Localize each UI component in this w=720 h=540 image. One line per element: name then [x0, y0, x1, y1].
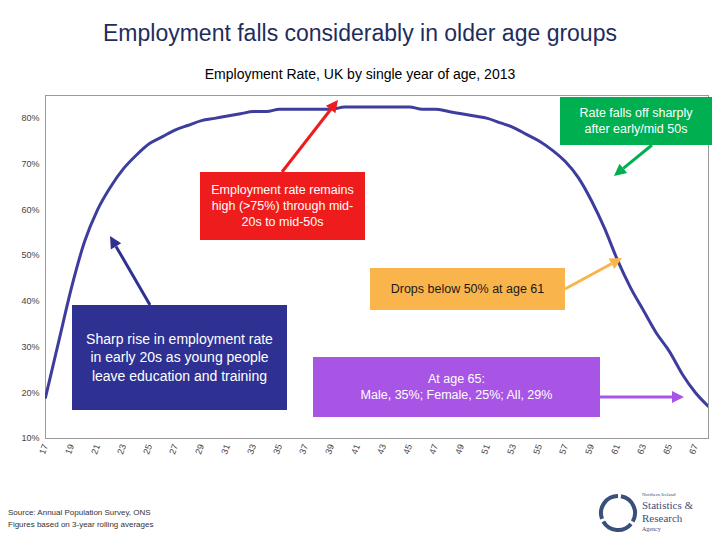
svg-text:10%: 10%	[21, 433, 39, 443]
svg-text:59: 59	[583, 443, 596, 456]
svg-text:17: 17	[37, 443, 50, 456]
svg-text:47: 47	[427, 443, 440, 456]
svg-text:23: 23	[115, 443, 128, 456]
svg-text:61: 61	[609, 443, 622, 456]
html-text:Rate falls off sharply after e: Rate falls off sharply after early/mid 5…	[579, 105, 693, 136]
svg-text:53: 53	[505, 443, 518, 456]
svg-text:33: 33	[245, 443, 258, 456]
svg-text:21: 21	[89, 443, 102, 456]
html-text:Employment Rate, UK by single: Employment Rate, UK by single year of ag…	[204, 66, 516, 82]
svg-text:57: 57	[557, 443, 570, 456]
svg-text:80%: 80%	[21, 113, 39, 123]
svg-text:39: 39	[323, 443, 336, 456]
html-text:Sharp rise in employment rate: Sharp rise in employment rate in early 2…	[86, 331, 273, 384]
svg-text:60%: 60%	[21, 205, 39, 215]
svg-text:37: 37	[297, 443, 310, 456]
svg-text:43: 43	[375, 443, 388, 456]
svg-text:Statistics &: Statistics &	[642, 499, 693, 511]
html-text:Drops below 50% at age 61: Drops below 50% at age 61	[390, 281, 545, 296]
svg-text:31: 31	[219, 443, 232, 456]
html-text:Employment falls considerably: Employment falls considerably in older a…	[103, 20, 617, 46]
svg-text:Research: Research	[642, 512, 683, 524]
svg-text:67: 67	[687, 443, 700, 456]
svg-text:50%: 50%	[21, 250, 39, 260]
html-text:Source: Annual Population Surv: Source: Annual Population Survey, ONS	[8, 508, 151, 517]
svg-text:70%: 70%	[21, 159, 39, 169]
svg-text:Agency: Agency	[642, 526, 661, 532]
svg-text:35: 35	[271, 443, 284, 456]
html-text:Figures based on 3-year rollin: Figures based on 3-year rolling averages	[8, 519, 154, 529]
svg-text:63: 63	[635, 443, 648, 456]
svg-text:Northern Ireland: Northern Ireland	[642, 492, 676, 497]
svg-text:40%: 40%	[21, 296, 39, 306]
html-text:At age 65: Male, 35%; Female,: At age 65: Male, 35%; Female, 25%; All, …	[360, 371, 553, 402]
svg-text:20%: 20%	[21, 388, 39, 398]
svg-text:19: 19	[63, 443, 76, 456]
svg-text:29: 29	[193, 443, 206, 456]
svg-text:30%: 30%	[21, 342, 39, 352]
svg-text:49: 49	[453, 443, 466, 456]
svg-text:65: 65	[661, 443, 674, 456]
svg-text:41: 41	[349, 443, 362, 456]
svg-text:51: 51	[479, 443, 492, 456]
svg-text:45: 45	[401, 443, 414, 456]
svg-text:27: 27	[167, 443, 180, 456]
svg-text:25: 25	[141, 443, 154, 456]
html-text:Employment rate remains high (: Employment rate remains high (>75%) thro…	[211, 182, 354, 230]
svg-text:55: 55	[531, 443, 544, 456]
